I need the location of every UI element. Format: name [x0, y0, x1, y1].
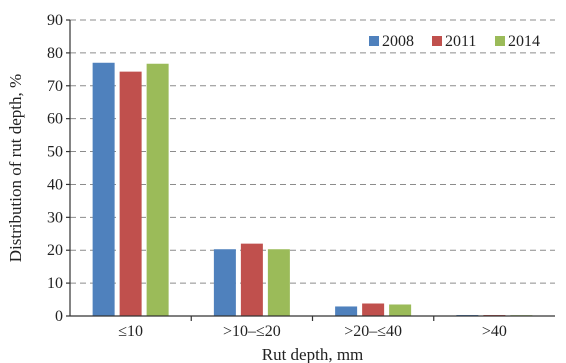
- y-tick-label: 10: [47, 275, 63, 292]
- bar-2008-2: [335, 306, 358, 316]
- x-tick-label: >20–≤40: [344, 323, 402, 340]
- y-tick-label: 70: [47, 78, 63, 95]
- legend-label-2008: 2008: [382, 33, 414, 50]
- axes: [69, 20, 555, 317]
- x-tick-label: ≤10: [118, 323, 143, 340]
- legend-swatch-2014: [495, 36, 505, 46]
- legend: 2008 2011 2014: [369, 33, 540, 50]
- y-tick-label: 0: [55, 308, 63, 325]
- y-tick-label: 50: [47, 144, 63, 161]
- bar-2014-0: [146, 63, 169, 317]
- bar-2008-0: [92, 62, 115, 316]
- y-tick-labels: 0 10 20 30 40 50 60 70 80 90: [47, 12, 70, 325]
- y-tick-label: 90: [47, 12, 63, 29]
- x-tick-label: >40: [482, 323, 507, 340]
- bar-2008-1: [213, 249, 236, 316]
- y-tick-label: 30: [47, 209, 63, 226]
- grid: [70, 19, 555, 284]
- legend-label-2014: 2014: [508, 33, 540, 50]
- bar-2014-1: [267, 249, 290, 316]
- bar-2011-2: [362, 303, 385, 316]
- bar-2014-2: [389, 304, 412, 316]
- y-tick-label: 40: [47, 176, 63, 193]
- bar-2011-1: [240, 243, 263, 316]
- y-tick-label: 20: [47, 242, 63, 259]
- y-tick-label: 80: [47, 45, 63, 62]
- legend-swatch-2011: [432, 36, 442, 46]
- y-axis-title: Distribution of rut depth, %: [6, 74, 25, 262]
- legend-label-2011: 2011: [445, 33, 476, 50]
- x-tick-labels: ≤10 >10–≤20 >20–≤40 >40: [118, 316, 507, 340]
- legend-swatch-2008: [369, 36, 379, 46]
- bars: [92, 62, 533, 317]
- x-tick-label: >10–≤20: [223, 323, 281, 340]
- y-tick-label: 60: [47, 111, 63, 128]
- bar-2011-0: [119, 71, 142, 316]
- x-axis-title: Rut depth, mm: [262, 345, 364, 363]
